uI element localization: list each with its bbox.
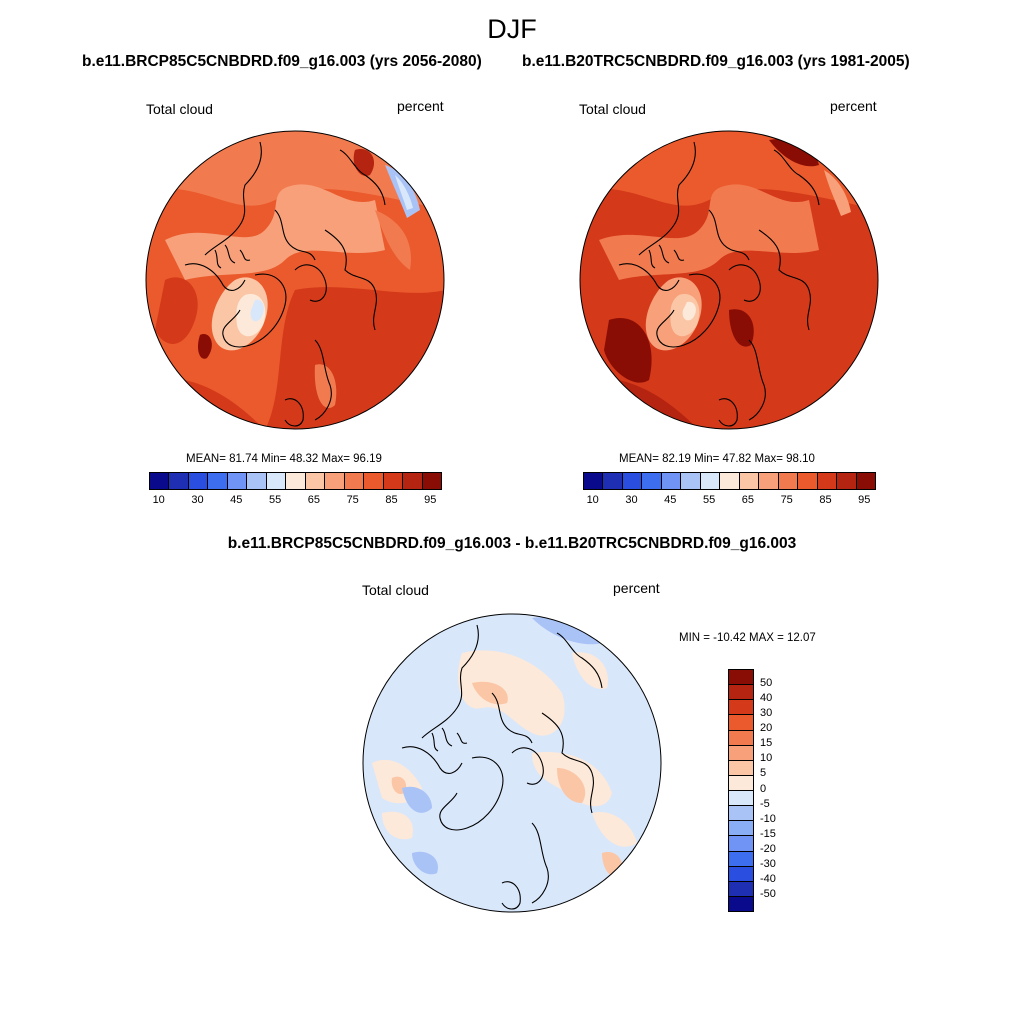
colorbar-tick-label: -20 (760, 842, 776, 855)
colorbar-tick-label: 5 (760, 767, 767, 780)
colorbar-swatch (729, 670, 753, 686)
panel-1-polar-map (145, 130, 445, 430)
colorbar-tick-label: -10 (760, 812, 776, 825)
colorbar-tick-label: 75 (780, 494, 793, 506)
colorbar-swatch (208, 473, 228, 489)
colorbar-swatch (817, 473, 838, 489)
panel-2-polar-map (579, 130, 879, 430)
colorbar-tick-label: 50 (760, 677, 773, 690)
colorbar-swatch (422, 473, 442, 489)
colorbar-swatch (729, 821, 753, 837)
panel-1-stats: MEAN= 81.74 Min= 48.32 Max= 96.19 (186, 453, 382, 465)
panel-2-run-title: b.e11.B20TRC5CNBDRD.f09_g16.003 (yrs 198… (522, 53, 910, 70)
colorbar-tick-label: 30 (760, 707, 773, 720)
colorbar-swatch (584, 473, 604, 489)
colorbar-swatch (798, 473, 818, 489)
colorbar-swatch (729, 715, 753, 731)
colorbar-swatch (729, 896, 753, 911)
colorbar-swatch (729, 851, 753, 867)
panel-2-colorbar-ticks: 10 30 45 55 65 75 85 95 (583, 494, 874, 508)
colorbar-swatch (739, 473, 760, 489)
diff-colorbar-ticks: 50 40 30 20 15 10 5 0 -5 -10 -15 -20 -30 -40 -50 (760, 669, 800, 910)
diff-variable-label: Total cloud (362, 582, 429, 598)
colorbar-tick-label: 65 (307, 494, 321, 506)
panel-2-variable-label: Total cloud (579, 101, 646, 117)
colorbar-tick-label: 10 (760, 752, 773, 765)
panel-1-run-title: b.e11.BRCP85C5CNBDRD.f09_g16.003 (yrs 20… (82, 53, 482, 70)
colorbar-swatch (603, 473, 623, 489)
colorbar-swatch (661, 473, 682, 489)
colorbar-tick-label: 20 (760, 722, 773, 735)
colorbar-swatch (720, 473, 740, 489)
colorbar-swatch (729, 806, 753, 822)
colorbar-tick-label: 10 (152, 494, 165, 506)
colorbar-tick-label: 85 (385, 494, 398, 506)
colorbar-tick-label: 10 (586, 494, 599, 506)
colorbar-swatch (150, 473, 170, 489)
colorbar-swatch (383, 473, 404, 489)
colorbar-swatch (169, 473, 189, 489)
colorbar-tick-label: 85 (819, 494, 832, 506)
colorbar-tick-label: -15 (760, 827, 776, 840)
colorbar-tick-label: -5 (760, 797, 770, 810)
colorbar-swatch (266, 473, 287, 489)
colorbar-swatch (344, 473, 365, 489)
colorbar-swatch (700, 473, 721, 489)
colorbar-swatch (729, 881, 753, 897)
colorbar-swatch (729, 775, 753, 791)
colorbar-tick-label: 55 (702, 494, 716, 506)
panel-1-units-label: percent (397, 98, 444, 114)
colorbar-swatch (759, 473, 779, 489)
colorbar-tick-label: 45 (664, 494, 677, 506)
colorbar-tick-label: 75 (346, 494, 359, 506)
colorbar-swatch (622, 473, 643, 489)
figure-title: DJF (487, 14, 537, 44)
colorbar-swatch (729, 866, 753, 882)
panel-1-colorbar (149, 472, 442, 490)
colorbar-swatch (729, 760, 753, 776)
colorbar-swatch (729, 836, 753, 852)
colorbar-tick-label: 55 (268, 494, 282, 506)
colorbar-tick-label: 0 (760, 782, 767, 795)
panel-1-colorbar-ticks: 10 30 45 55 65 75 85 95 (149, 494, 440, 508)
panel-2-units-label: percent (830, 98, 877, 114)
colorbar-swatch (364, 473, 384, 489)
colorbar-swatch (729, 730, 753, 746)
colorbar-swatch (325, 473, 345, 489)
colorbar-swatch (286, 473, 306, 489)
colorbar-swatch (778, 473, 799, 489)
colorbar-swatch (856, 473, 876, 489)
colorbar-swatch (403, 473, 423, 489)
colorbar-swatch (837, 473, 857, 489)
diff-colorbar (728, 669, 754, 912)
colorbar-tick-label: 30 (625, 494, 638, 506)
diff-polar-map (362, 613, 662, 913)
colorbar-swatch (642, 473, 662, 489)
colorbar-tick-label: 15 (760, 737, 773, 750)
diff-units-label: percent (613, 580, 660, 596)
colorbar-swatch (247, 473, 267, 489)
colorbar-swatch (729, 791, 753, 807)
diff-title: b.e11.BRCP85C5CNBDRD.f09_g16.003 - b.e11… (227, 535, 797, 552)
panel-1-variable-label: Total cloud (146, 101, 213, 117)
panel-2-colorbar (583, 472, 876, 490)
colorbar-tick-label: 95 (858, 494, 871, 506)
colorbar-tick-label: 95 (424, 494, 437, 506)
colorbar-tick-label: -30 (760, 857, 776, 870)
colorbar-swatch (227, 473, 248, 489)
colorbar-tick-label: 30 (191, 494, 204, 506)
panel-2-stats: MEAN= 82.19 Min= 47.82 Max= 98.10 (619, 453, 815, 465)
colorbar-swatch (188, 473, 209, 489)
colorbar-swatch (305, 473, 326, 489)
diff-stats: MIN = -10.42 MAX = 12.07 (679, 632, 816, 644)
colorbar-swatch (729, 700, 753, 716)
colorbar-tick-label: -40 (760, 872, 776, 885)
colorbar-swatch (681, 473, 701, 489)
colorbar-swatch (729, 745, 753, 761)
colorbar-tick-label: 40 (760, 692, 773, 705)
colorbar-swatch (729, 685, 753, 701)
colorbar-tick-label: -50 (760, 887, 776, 900)
colorbar-tick-label: 45 (230, 494, 243, 506)
colorbar-tick-label: 65 (741, 494, 755, 506)
